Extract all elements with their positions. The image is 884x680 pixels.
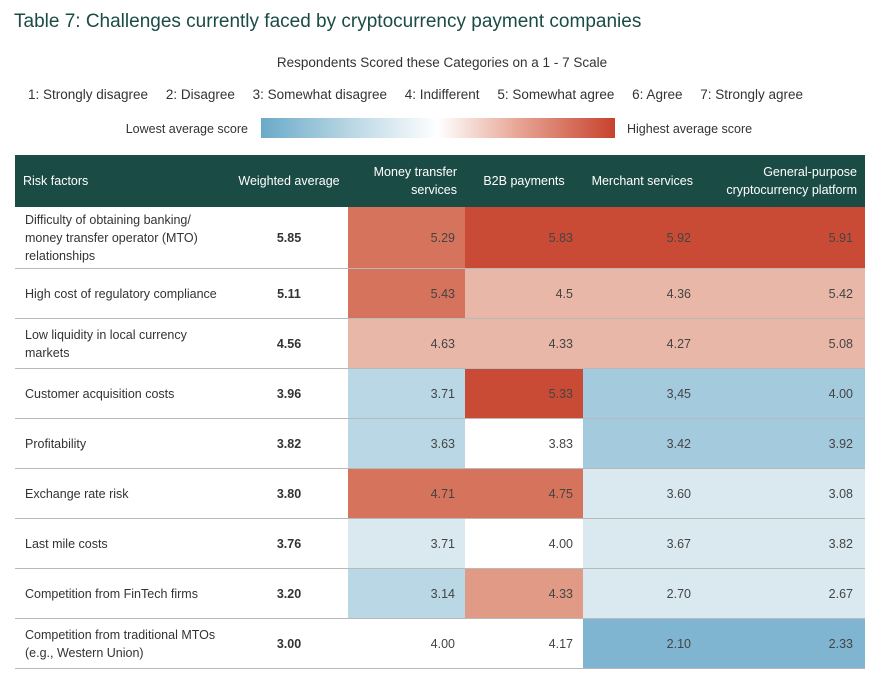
weighted-average-cell: 5.11 [230,268,348,319]
column-header: General-purpose cryptocurrency platform [701,155,865,207]
table-row: Competition from traditional MTOs (e.g.,… [15,618,865,669]
weighted-average-cell: 3.96 [230,368,348,419]
risk-factor-cell: Profitability [15,418,230,469]
scale-legend: 1: Strongly disagree 2: Disagree 3: Some… [28,87,817,102]
score-cell: 4.00 [348,618,465,669]
table-row: Difficulty of obtaining banking/ money t… [15,207,865,269]
score-cell: 5.43 [348,268,465,319]
score-cell: 4.5 [465,268,583,319]
score-cell: 4.33 [465,568,583,619]
table-title: Table 7: Challenges currently faced by c… [14,11,642,32]
scale-label: 3: Somewhat disagree [252,87,387,102]
score-cell: 2.10 [583,618,701,669]
legend-high-label: Highest average score [627,122,753,136]
score-cell: 4.71 [348,468,465,519]
weighted-average-cell: 5.85 [230,207,348,269]
risk-factor-cell: Low liquidity in local currency markets [15,318,230,369]
color-gradient-bar [261,118,615,138]
table-row: Low liquidity in local currency markets 4… [15,318,865,369]
table-row: Competition from FinTech firms 3.20 3.14 4.… [15,568,865,619]
scale-label: 6: Agree [632,87,683,102]
score-cell: 3.67 [583,518,701,569]
table-row: Last mile costs 3.76 3.71 4.00 3.67 3.82 [15,518,865,569]
score-cell: 3.42 [583,418,701,469]
weighted-average-cell: 3.20 [230,568,348,619]
risk-factor-cell: High cost of regulatory compliance [15,268,230,319]
weighted-average-cell: 3.80 [230,468,348,519]
score-cell: 3.92 [701,418,865,469]
score-cell: 3.71 [348,518,465,569]
score-cell: 5.91 [701,207,865,269]
risk-factor-cell: Customer acquisition costs [15,368,230,419]
risk-factor-cell: Competition from FinTech firms [15,568,230,619]
score-cell: 4.63 [348,318,465,369]
score-cell: 3.63 [348,418,465,469]
scale-label: 5: Somewhat agree [497,87,615,102]
weighted-average-cell: 4.56 [230,318,348,369]
risk-factor-cell: Competition from traditional MTOs (e.g.,… [15,618,230,669]
scale-label: 7: Strongly agree [700,87,804,102]
table-row: Exchange rate risk 3.80 4.71 4.75 3.60 3.08 [15,468,865,519]
score-cell: 2.70 [583,568,701,619]
column-header: Weighted average [230,155,348,207]
score-cell: 5.83 [465,207,583,269]
score-cell: 4.17 [465,618,583,669]
table-header-row: Risk factors Weighted average Money tran… [15,155,865,207]
score-cell: 2.33 [701,618,865,669]
score-cell: 2.67 [701,568,865,619]
column-header: Risk factors [15,155,230,207]
score-cell: 3.60 [583,468,701,519]
score-cell: 4.36 [583,268,701,319]
score-cell: 3.08 [701,468,865,519]
score-cell: 5.33 [465,368,583,419]
column-header: Money transfer services [348,155,465,207]
score-cell: 4.33 [465,318,583,369]
score-cell: 4.00 [465,518,583,569]
scale-subtitle: Respondents Scored these Categories on a… [276,55,608,70]
weighted-average-cell: 3.76 [230,518,348,569]
weighted-average-cell: 3.00 [230,618,348,669]
table-body: Difficulty of obtaining banking/ money t… [15,207,865,669]
scale-label: 4: Indifferent [404,87,480,102]
score-cell: 5.42 [701,268,865,319]
score-cell: 5.08 [701,318,865,369]
score-cell: 5.92 [583,207,701,269]
score-cell: 4.75 [465,468,583,519]
score-cell: 4.27 [583,318,701,369]
risk-factor-cell: Last mile costs [15,518,230,569]
legend-low-label: Lowest average score [125,122,248,136]
score-cell: 3,45 [583,368,701,419]
table-row: Profitability 3.82 3.63 3.83 3.42 3.92 [15,418,865,469]
score-cell: 3.82 [701,518,865,569]
challenges-table: Risk factors Weighted average Money tran… [15,155,865,669]
score-cell: 5.29 [348,207,465,269]
score-cell: 3.71 [348,368,465,419]
weighted-average-cell: 3.82 [230,418,348,469]
scale-label: 2: Disagree [165,87,235,102]
column-header: B2B payments [465,155,583,207]
column-header: Merchant services [583,155,701,207]
risk-factor-cell: Exchange rate risk [15,468,230,519]
risk-factor-cell: Difficulty of obtaining banking/ money t… [15,207,230,269]
table-row: Customer acquisition costs 3.96 3.71 5.33 3,… [15,368,865,419]
scale-label: 1: Strongly disagree [28,87,149,102]
score-cell: 4.00 [701,368,865,419]
table-row: High cost of regulatory compliance 5.11 5.… [15,268,865,319]
score-cell: 3.83 [465,418,583,469]
score-cell: 3.14 [348,568,465,619]
